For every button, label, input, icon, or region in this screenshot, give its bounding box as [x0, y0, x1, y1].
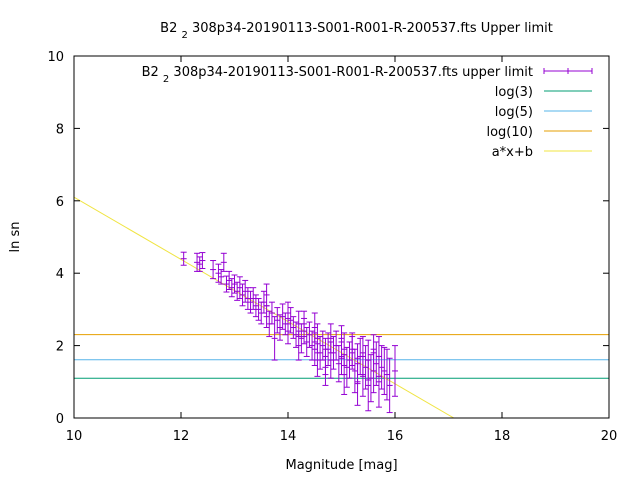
data-point: [381, 346, 388, 395]
data-point: [303, 327, 310, 357]
data-point: [362, 345, 369, 390]
legend-label: B2 2 308p34-20190113-S001-R001-R-200537.…: [142, 65, 533, 85]
chart-title: B2 2 308p34-20190113-S001-R001-R-200537.…: [160, 21, 553, 41]
data-point: [386, 357, 393, 414]
data-point: [226, 270, 233, 290]
y-tick-label: 0: [56, 412, 64, 427]
data-point: [370, 334, 377, 372]
data-point: [319, 330, 326, 361]
data-point: [354, 357, 361, 406]
y-axis-label: ln sn: [8, 222, 23, 253]
data-point: [285, 301, 291, 325]
data-point: [276, 314, 283, 341]
data-point: [322, 348, 329, 386]
legend-item-log3: log(3): [495, 85, 592, 100]
data-point: [392, 345, 398, 397]
data-point: [346, 341, 353, 379]
data-point: [317, 336, 324, 370]
x-axis-label: Magnitude [mag]: [285, 458, 397, 473]
data-point: [274, 307, 281, 334]
data-point: [383, 348, 390, 401]
x-tick-label: 14: [280, 429, 297, 444]
y-tick-label: 4: [56, 267, 64, 282]
data-point: [375, 336, 382, 377]
data-point: [327, 323, 334, 354]
chart-overlay: B2 2 308p34-20190113-S001-R001-R-200537.…: [8, 21, 617, 473]
legend-item-fit: a*x+b: [492, 145, 592, 160]
data-point: [244, 287, 251, 310]
plot-frame: [73, 55, 610, 419]
data-point: [341, 354, 348, 395]
data-point: [263, 283, 270, 307]
y-tick-label: 2: [56, 340, 64, 355]
data-point: [338, 325, 345, 359]
data-point: [378, 345, 385, 390]
data-point: [218, 269, 225, 285]
legend-label: log(10): [486, 125, 533, 140]
data-point: [373, 341, 380, 386]
data-point: [335, 345, 342, 383]
x-tick-label: 10: [66, 429, 83, 444]
data-point: [343, 346, 350, 388]
data-point: [306, 321, 313, 348]
data-point: [314, 343, 321, 377]
data-point: [210, 260, 217, 280]
data-point: [194, 252, 201, 272]
data-point: [234, 281, 241, 301]
x-tick-label: 20: [601, 429, 618, 444]
data-point: [271, 316, 278, 361]
legend-label: log(5): [495, 105, 533, 120]
legend-item-points: B2 2 308p34-20190113-S001-R001-R-200537.…: [142, 65, 593, 85]
data-point: [367, 354, 374, 403]
data-point: [199, 252, 206, 269]
data-point: [359, 336, 366, 377]
data-point: [268, 301, 275, 325]
data-point: [293, 321, 300, 348]
x-tick-label: 18: [494, 429, 511, 444]
y-tick-label: 8: [56, 122, 64, 137]
y-tick-label: 10: [47, 50, 64, 65]
data-point: [351, 348, 358, 394]
data-point: [309, 330, 316, 361]
data-point: [231, 274, 238, 294]
legend-label: a*x+b: [492, 145, 533, 160]
data-point: [301, 310, 308, 338]
data-point: [228, 278, 235, 298]
data-point: [287, 307, 294, 334]
plot-area: [74, 196, 609, 418]
data-point: [365, 359, 372, 412]
data-point: [180, 251, 187, 266]
legend-item-log5: log(5): [495, 105, 592, 120]
data-point: [311, 312, 318, 343]
legend: B2 2 308p34-20190113-S001-R001-R-200537.…: [142, 65, 593, 160]
data-point: [295, 330, 302, 361]
data-point: [215, 263, 222, 283]
y-tick-label: 6: [56, 195, 64, 210]
data-point: [349, 332, 356, 367]
x-tick-label: 12: [173, 429, 190, 444]
data-point: [220, 252, 227, 272]
legend-item-log10: log(10): [486, 125, 592, 140]
legend-label: log(3): [495, 85, 533, 100]
data-point: [279, 303, 286, 330]
x-tick-label: 16: [387, 429, 404, 444]
